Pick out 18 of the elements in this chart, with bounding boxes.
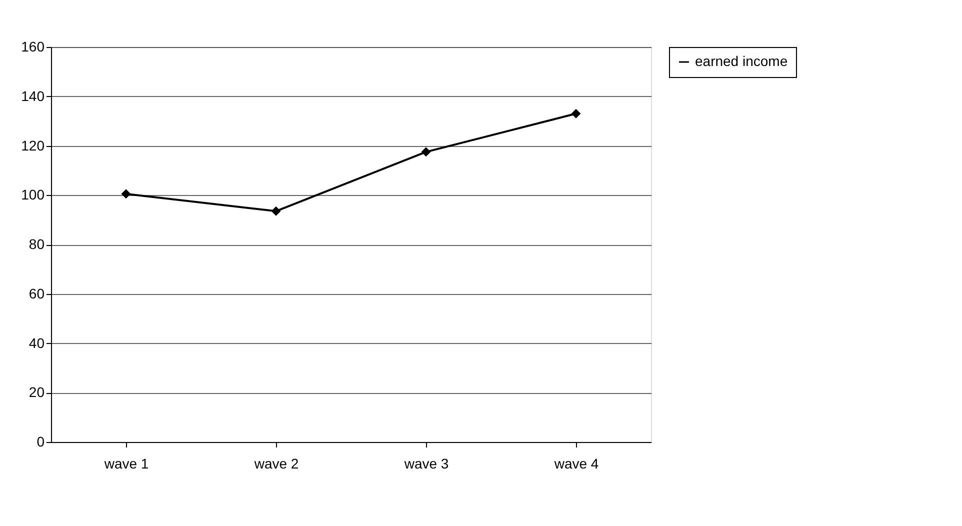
x-tick-label: wave 3 [403,456,449,472]
point [571,108,581,118]
y-tick-label: 20 [28,384,45,400]
x-tick-label: wave 2 [253,456,299,472]
legend-label: earned income [695,53,788,69]
y-tick-label: 40 [28,334,45,351]
y-tick-label: 120 [21,137,45,154]
y-tick-label: 60 [28,285,45,302]
x-tick-label: wave 1 [103,456,149,472]
y-tick-label: 100 [21,186,45,203]
point [421,147,431,157]
point [121,189,131,199]
y-tick-label: 160 [21,38,45,54]
point [271,206,281,216]
y-tick-label: 0 [36,434,45,450]
y-tick-label: 140 [21,88,45,104]
y-tick-label: 80 [28,236,45,252]
x-tick-label: wave 4 [553,456,599,472]
